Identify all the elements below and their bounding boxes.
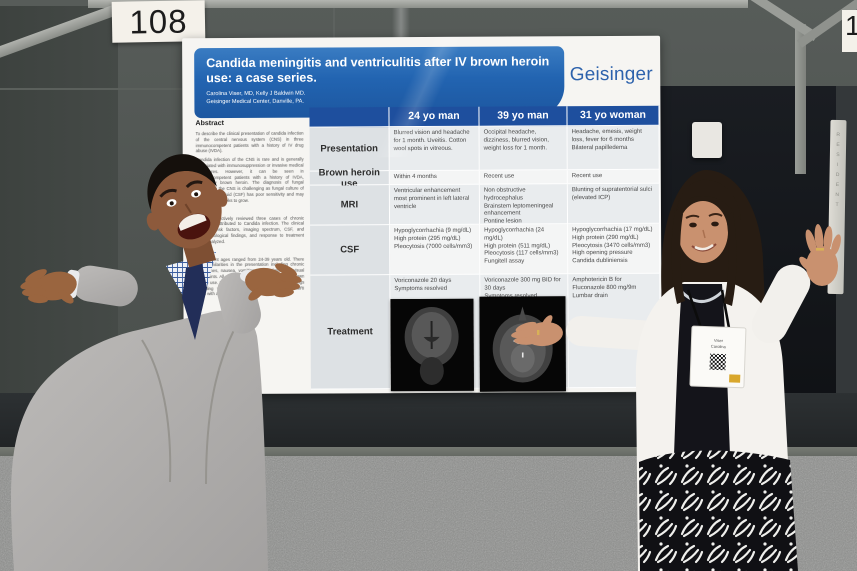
poster-authors: Carolina Viser, MD, Kelly J Baldwin MD. …: [206, 89, 554, 106]
room-number-sign: 108: [111, 0, 206, 43]
table-cell: Ventricular enhancement most prominent i…: [389, 184, 481, 226]
wall-panel-left: [0, 6, 118, 396]
man-hair: [147, 154, 217, 210]
table-cell: Within 4 months: [389, 170, 480, 186]
woman-necklace: [680, 288, 726, 303]
row-label: Treatment: [310, 275, 391, 390]
mri-scan-coronal: [390, 298, 474, 392]
presenter-man: [11, 154, 302, 571]
man-smile: [177, 213, 211, 240]
badge-lanyard: [686, 289, 731, 329]
table-cell: Blurred vision and headache for 1 month.…: [389, 126, 480, 172]
qr-code: [709, 353, 727, 371]
column-header-31yo: 31 yo woman: [567, 105, 660, 127]
man-right-arm: [217, 263, 302, 334]
room-number-partial: 1: [845, 10, 857, 41]
woman-right-hand: [511, 315, 563, 347]
badge-gold-sticker: [729, 374, 741, 383]
man-tie: [182, 263, 207, 340]
poster-affiliation: Geisinger Medical Center, Danville, PA.: [206, 98, 304, 105]
man-left-hand: [20, 269, 77, 304]
man-head: [146, 154, 228, 268]
baseboard-trim: [0, 447, 857, 458]
woman-left-arm: [751, 224, 841, 344]
badge-name-line2: Carolina: [711, 344, 727, 350]
row-label: Brown heroin use: [309, 167, 390, 189]
poster-title: Candida meningitis and ventriculitis aft…: [206, 54, 550, 86]
abstract-heading: Abstract: [195, 120, 224, 128]
row-label: MRI: [309, 185, 391, 226]
table-corner-cell: [309, 107, 390, 128]
man-left-arm: [20, 265, 138, 307]
woman-left-hand: [799, 224, 841, 286]
column-header-24yo: 24 yo man: [389, 106, 480, 128]
wall-top-rail: [88, 0, 748, 8]
presenter-woman: Viser Carolina: [511, 170, 841, 571]
wall-pole: [795, 24, 806, 174]
woman-skirt: [639, 450, 798, 571]
conference-badge: Viser Carolina: [689, 325, 747, 389]
wall-hook: [692, 122, 722, 158]
woman-right-arm: [511, 315, 662, 351]
row-label: CSF: [310, 225, 391, 276]
man-right-hand: [245, 263, 302, 301]
column-header-39yo: 39 yo man: [479, 106, 568, 127]
room-number-sign-partial: 1: [842, 10, 857, 52]
man-suit-torso: [11, 310, 268, 571]
woman-head: [671, 179, 741, 306]
badge-name-line1: Viser: [714, 338, 724, 343]
row-label: Presentation: [309, 127, 390, 172]
wall-seam-horizontal: [0, 88, 184, 90]
table-cell: Hypoglycorrhachia (9 mg/dL) High protein…: [390, 224, 481, 276]
room-number: 108: [129, 1, 188, 41]
geisinger-logo: Geisinger: [569, 63, 653, 86]
table-header-row: 24 yo man 39 yo man 31 yo woman: [309, 105, 660, 128]
